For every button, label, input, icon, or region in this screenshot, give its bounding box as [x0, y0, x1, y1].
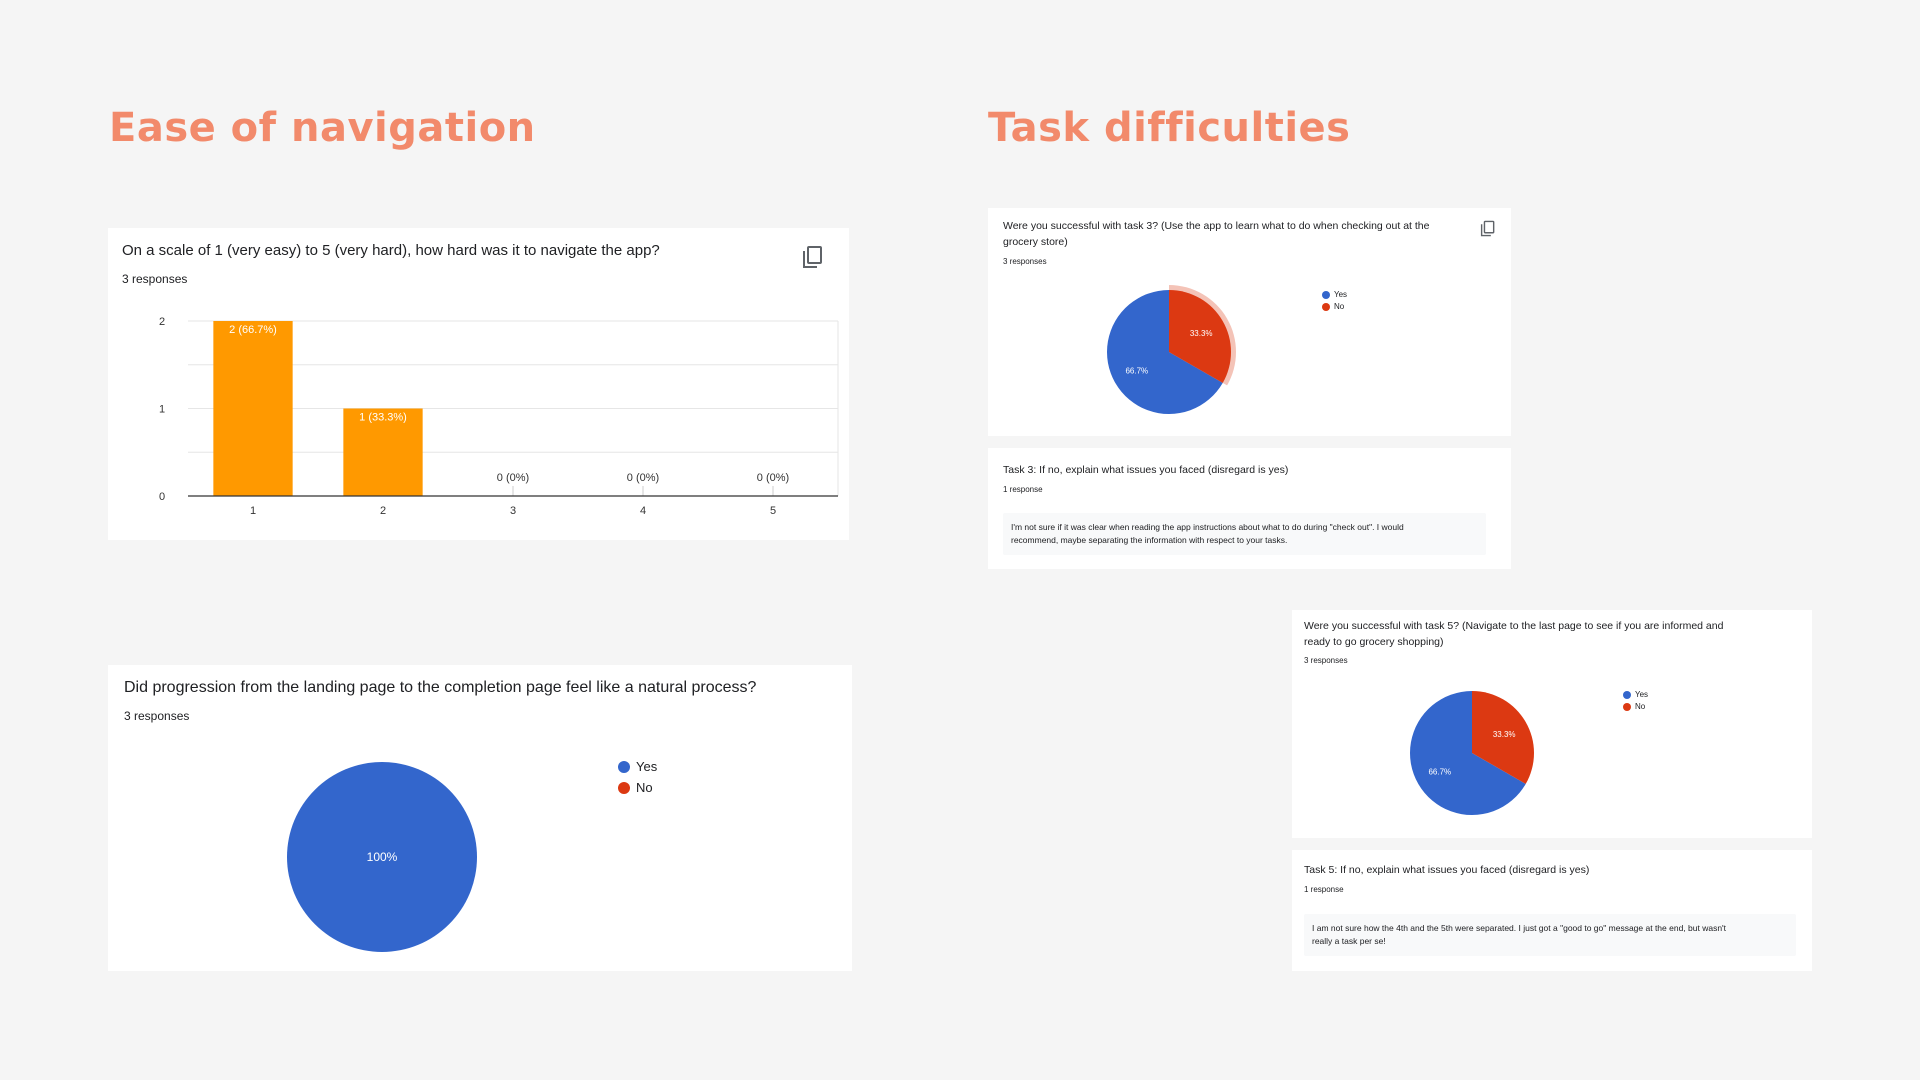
data-label: 2 (66.7%) [229, 324, 277, 336]
progression-question-card: Did progression from the landing page to… [108, 665, 852, 971]
question-title-line2: ready to go grocery shopping) [1304, 636, 1444, 648]
legend-label: Yes [1334, 290, 1348, 299]
question-title: Task 3: If no, explain what issues you f… [1003, 464, 1289, 476]
pie-slice-no [1169, 290, 1231, 383]
legend-item-yes: Yes [1322, 290, 1347, 299]
response-answer: I'm not sure if it was clear when readin… [1003, 513, 1486, 555]
response-count: 1 response [1304, 885, 1344, 894]
legend-dot-yes [1322, 290, 1330, 299]
slice-label: 33.3% [1493, 730, 1516, 739]
question-title: Did progression from the landing page to… [124, 679, 757, 696]
legend-dot-no [1623, 702, 1631, 711]
pie-chart: 100% [287, 762, 477, 952]
legend-dot-no [618, 781, 630, 794]
legend-label: No [1635, 702, 1646, 711]
scale-question-card: On a scale of 1 (very easy) to 5 (very h… [108, 228, 849, 540]
legend-dot-yes [618, 760, 630, 773]
bar [213, 321, 293, 496]
x-tick-label: 5 [770, 505, 776, 517]
pie-slice-no [1472, 691, 1534, 784]
legend-dot-yes [1623, 690, 1631, 699]
response-count: 1 response [1003, 485, 1043, 494]
response-answer: I am not sure how the 4th and the 5th we… [1304, 914, 1796, 956]
legend-label: Yes [636, 759, 658, 774]
bar [343, 408, 423, 496]
x-tick-label: 2 [380, 505, 386, 517]
x-tick-label: 4 [640, 505, 646, 517]
question-title-line1: Were you successful with task 3? (Use th… [1003, 220, 1430, 232]
copy-icon[interactable] [802, 245, 824, 274]
question-title-line1: Were you successful with task 5? (Naviga… [1304, 620, 1724, 632]
legend-item-no: No [618, 780, 657, 795]
slice-label: 66.7% [1428, 767, 1451, 776]
legend-dot-no [1322, 302, 1330, 311]
response-count: 3 responses [1304, 656, 1348, 665]
legend-label: No [1334, 302, 1345, 311]
answer-line: really a task per se! [1312, 936, 1386, 946]
question-title: Task 5: If no, explain what issues you f… [1304, 864, 1590, 876]
pie-slice-yes [1107, 290, 1223, 414]
legend-label: No [636, 780, 653, 795]
legend-item-yes: Yes [618, 759, 657, 774]
answer-line: recommend, maybe separating the informat… [1011, 535, 1288, 545]
legend-item-no: No [1322, 302, 1347, 311]
response-count: 3 responses [122, 272, 188, 286]
y-tick-label: 2 [159, 316, 165, 328]
task5-question-card: Were you successful with task 5? (Naviga… [1292, 610, 1812, 838]
section-title-tasks: Task difficulties [988, 105, 1351, 151]
response-count: 3 responses [124, 709, 190, 723]
legend-item-yes: Yes [1623, 690, 1648, 699]
pie-slice-yes [1410, 691, 1526, 815]
chart-legend: Yes No [618, 759, 657, 795]
section-title-navigation: Ease of navigation [109, 105, 536, 151]
bar-chart: 0 1 2 2 (66.7%) 1 1 (33.3%) 2 0 (0%) 3 0 (0%) 4 0 (… [159, 316, 839, 517]
pie-slice-yes [287, 762, 477, 952]
slice-label: 100% [367, 850, 398, 864]
x-tick-label: 1 [250, 505, 256, 517]
data-label: 1 (33.3%) [359, 412, 407, 424]
y-tick-label: 0 [159, 491, 165, 503]
answer-line: I'm not sure if it was clear when readin… [1011, 522, 1404, 532]
data-label: 0 (0%) [497, 472, 529, 484]
legend-item-no: No [1623, 702, 1648, 711]
response-count: 3 responses [1003, 257, 1047, 266]
slice-label: 66.7% [1125, 366, 1148, 375]
pie-chart: 66.7% 33.3% [1107, 285, 1236, 414]
data-label: 0 (0%) [627, 472, 659, 484]
slice-label: 33.3% [1190, 329, 1213, 338]
question-title: On a scale of 1 (very easy) to 5 (very h… [122, 242, 660, 259]
pie-chart: 66.7% 33.3% [1410, 691, 1534, 815]
task3-text-card: Task 3: If no, explain what issues you f… [988, 448, 1511, 569]
chart-legend: Yes No [1322, 290, 1347, 311]
legend-label: Yes [1635, 690, 1649, 699]
y-tick-label: 1 [159, 404, 165, 416]
task5-text-card: Task 5: If no, explain what issues you f… [1292, 850, 1812, 971]
copy-icon[interactable] [1480, 220, 1496, 242]
task3-question-card: Were you successful with task 3? (Use th… [988, 208, 1511, 436]
data-label: 0 (0%) [757, 472, 789, 484]
answer-line: I am not sure how the 4th and the 5th we… [1312, 923, 1727, 933]
chart-legend: Yes No [1623, 690, 1648, 711]
x-tick-label: 3 [510, 505, 516, 517]
question-title-line2: grocery store) [1003, 236, 1068, 248]
